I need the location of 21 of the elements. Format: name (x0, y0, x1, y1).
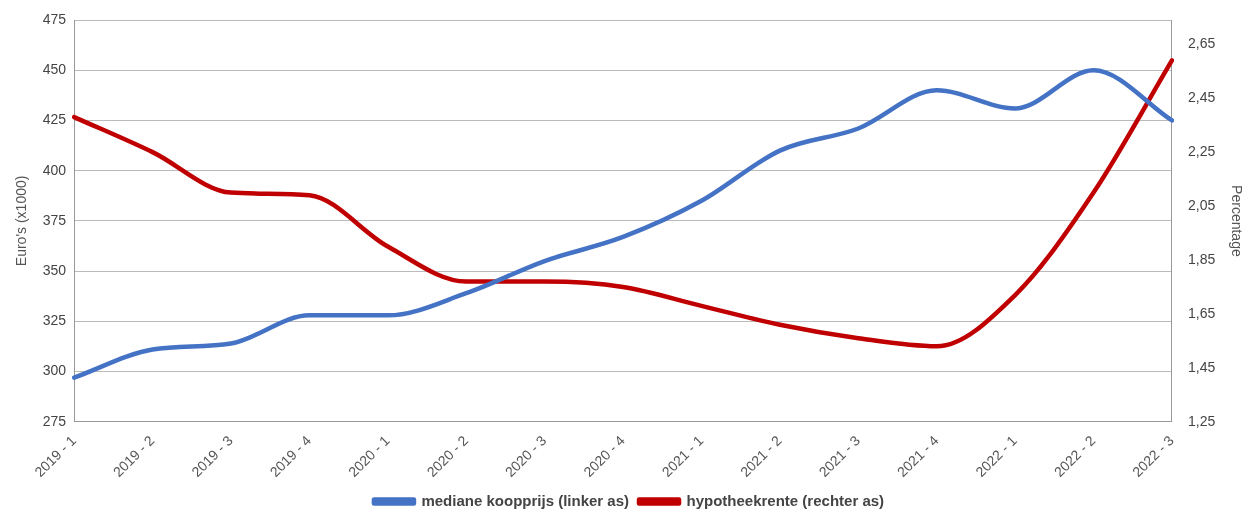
y-tick-label: 300 (42, 362, 67, 379)
y2-tick-label: 2,25 (1187, 142, 1216, 159)
y2-tick-label: 2,45 (1187, 89, 1216, 106)
y-tick-label: 475 (42, 10, 67, 27)
y2-tick-label: 1,65 (1187, 304, 1216, 321)
y-tick-label: 375 (42, 211, 67, 228)
legend-label: mediane koopprijs (linker as) (421, 491, 629, 509)
y2-tick-label: 1,45 (1187, 358, 1216, 375)
y-tick-label: 275 (42, 412, 67, 429)
y-tick-label: 350 (42, 261, 67, 278)
y2-axis-title: Percentage (1228, 185, 1245, 257)
y-tick-label: 400 (42, 161, 67, 178)
y2-tick-label: 2,05 (1187, 196, 1216, 213)
y-axis-title: Euro's (x1000) (13, 175, 30, 267)
y2-tick-label: 2,65 (1187, 35, 1216, 52)
y-tick-label: 450 (42, 61, 67, 78)
y-tick-label: 325 (42, 312, 67, 329)
y2-tick-label: 1,25 (1187, 412, 1216, 429)
y2-tick-label: 1,85 (1187, 250, 1216, 267)
legend-label: hypotheekrente (rechter as) (686, 491, 885, 509)
y-tick-label: 425 (42, 111, 67, 128)
